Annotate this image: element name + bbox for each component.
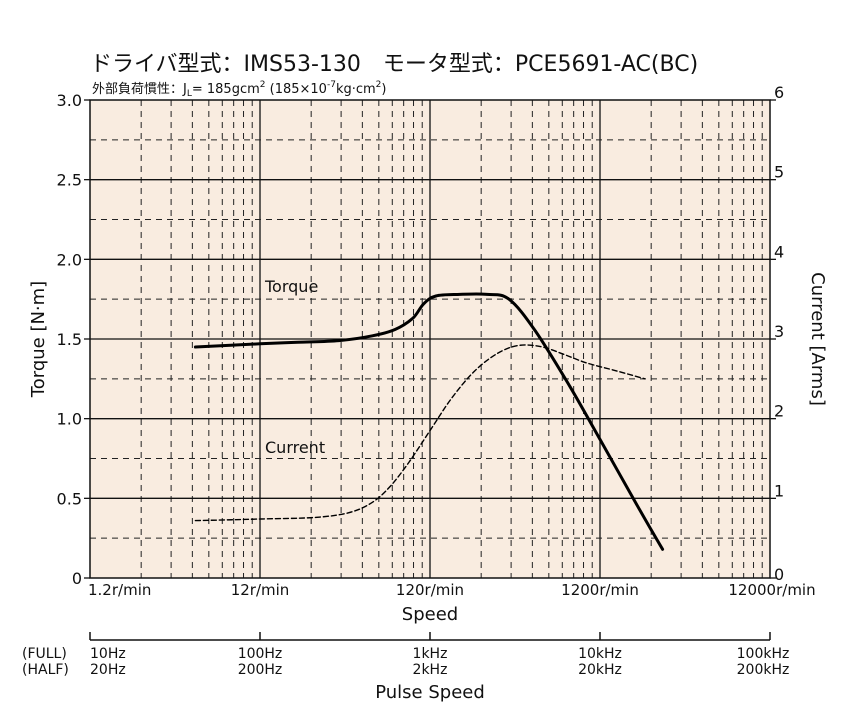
pulse-full-label: 10kHz (578, 646, 622, 662)
y-left-tick-label: 0.5 (57, 489, 82, 508)
pulse-half-label: 200kHz (737, 662, 790, 678)
y-axis-right-label: Current [Arms] (807, 272, 828, 406)
y-left-tick-label: 1.0 (57, 410, 82, 429)
series-label-torque: Torque (264, 277, 318, 296)
series-line-torque (193, 292, 665, 551)
pulse-full-label: 100kHz (737, 646, 790, 662)
pulse-axis-label: Pulse Speed (375, 682, 485, 703)
y-axis-left-label: Torque [N·m] (28, 281, 49, 398)
grid (90, 100, 770, 578)
x-tick-label: 120r/min (396, 581, 464, 599)
subtitle-mid2: (185×10 (266, 82, 327, 97)
subtitle-mid3: kg·cm (336, 82, 376, 97)
pulse-half-label: 2kHz (413, 662, 448, 678)
y-left-tick-label: 2.0 (57, 250, 82, 269)
subtitle-sup3: 2 (376, 80, 382, 90)
pulse-row-label-half: (HALF) (22, 662, 69, 678)
subtitle-sup2: -7 (327, 80, 336, 90)
y-right-tick-label: 4 (774, 242, 784, 261)
x-axis-label: Speed (402, 604, 458, 625)
y-right-tick-label: 2 (774, 402, 784, 421)
pulse-full-label: 1kHz (413, 646, 448, 662)
x-tick-label: 1.2r/min (88, 581, 151, 599)
pulse-half-label: 20Hz (90, 662, 126, 678)
y-left-tick-label: 2.5 (57, 171, 82, 190)
y-right-tick-label: 1 (774, 481, 784, 500)
x-tick-label: 1200r/min (561, 581, 639, 599)
y-right-tick-label: 3 (774, 322, 784, 341)
y-right-tick-label: 6 (774, 83, 784, 102)
chart-title: ドライバ型式：IMS53-130 モータ型式：PCE5691-AC(BC) (90, 52, 698, 77)
y-right-tick-label: 0 (774, 565, 784, 584)
pulse-half-label: 20kHz (578, 662, 622, 678)
subtitle-sup1: 2 (260, 80, 266, 90)
pulse-full-label: 100Hz (238, 646, 283, 662)
chart-subtitle: 外部負荷慣性：JL= 185gcm2 (185×10-7kg·cm2) (92, 80, 386, 99)
subtitle-prefix: 外部負荷慣性：J (92, 81, 187, 97)
y-left-tick-label: 3.0 (57, 91, 82, 110)
x-tick-label: 12000r/min (728, 581, 815, 599)
x-tick-label: 12r/min (231, 581, 290, 599)
data-series (193, 292, 665, 551)
axis-ticks: 0 0.5 1.0 1.5 2.0 2.5 3.0 0 1 2 3 4 5 6 1.2r/min 12r/mi… (57, 83, 816, 599)
pulse-full-label: 10Hz (90, 646, 126, 662)
series-line-current (194, 344, 646, 522)
pulse-half-label: 200Hz (238, 662, 283, 678)
pulse-row-label-full: (FULL) (22, 646, 67, 662)
series-label-current: Current (265, 438, 325, 457)
subtitle-mid1: = 185gcm (192, 82, 260, 97)
y-right-tick-label: 5 (774, 163, 784, 182)
subtitle-suffix: ) (381, 82, 386, 97)
y-left-tick-label: 0 (72, 569, 82, 588)
subtitle-j-subscript: L (187, 89, 192, 99)
y-left-tick-label: 1.5 (57, 330, 82, 349)
